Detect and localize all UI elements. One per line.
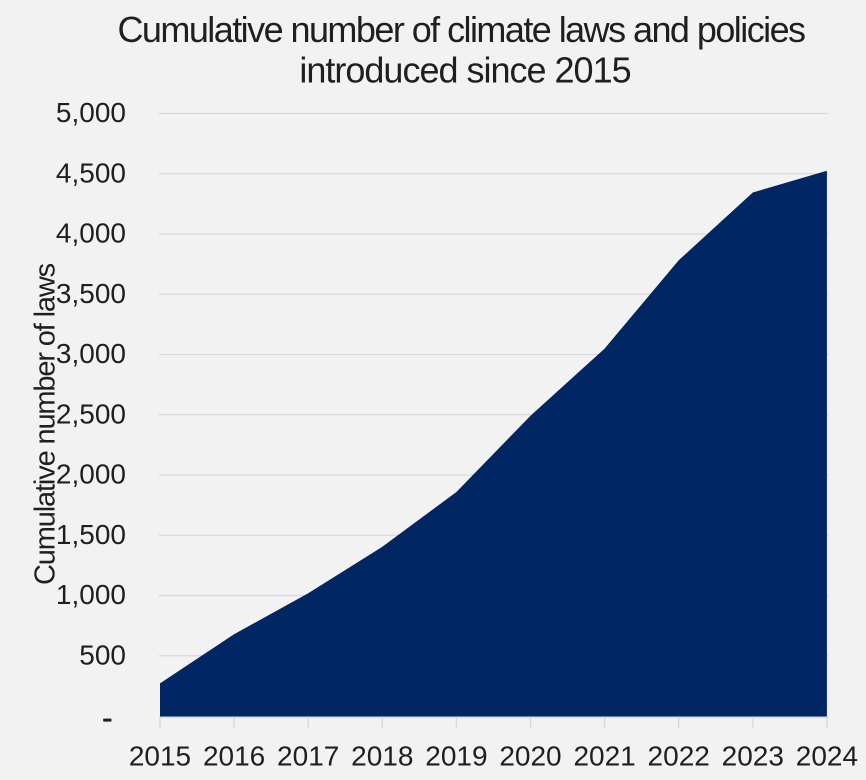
svg-text:3,000: 3,000	[56, 338, 126, 369]
svg-text:1,000: 1,000	[56, 579, 126, 610]
svg-text:2023: 2023	[722, 741, 784, 772]
svg-text:introduced since 2015: introduced since 2015	[299, 50, 630, 91]
svg-text:2024: 2024	[796, 741, 858, 772]
svg-text:500: 500	[79, 639, 126, 670]
svg-text:2017: 2017	[277, 741, 339, 772]
svg-text:2019: 2019	[425, 741, 487, 772]
svg-text:2,500: 2,500	[56, 398, 126, 429]
svg-text:2,000: 2,000	[56, 459, 126, 490]
svg-text:Cumulative number of climate l: Cumulative number of climate laws and po…	[117, 9, 805, 50]
svg-text:2018: 2018	[351, 741, 413, 772]
svg-text:2022: 2022	[648, 741, 710, 772]
svg-text:2021: 2021	[573, 741, 635, 772]
svg-text:4,000: 4,000	[56, 218, 126, 249]
svg-text:2020: 2020	[499, 741, 561, 772]
svg-text:4,500: 4,500	[56, 157, 126, 188]
svg-text:3,500: 3,500	[56, 278, 126, 309]
svg-text:5,000: 5,000	[56, 97, 126, 128]
svg-text:Cumulative number of laws: Cumulative number of laws	[30, 263, 62, 585]
svg-text:1,500: 1,500	[56, 519, 126, 550]
svg-text:2015: 2015	[129, 741, 191, 772]
svg-text:2016: 2016	[203, 741, 265, 772]
